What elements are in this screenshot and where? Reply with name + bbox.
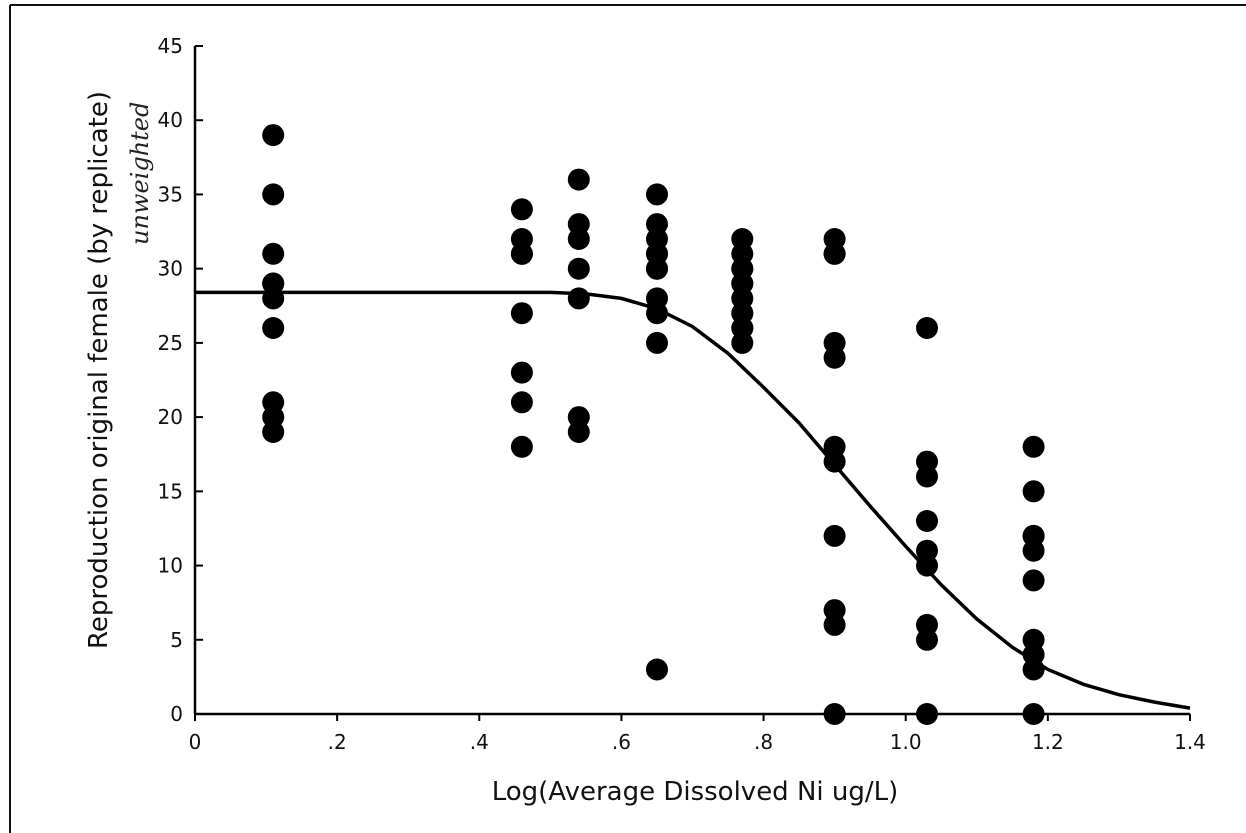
y-tick-label: 25 xyxy=(158,331,183,355)
y-tick-label: 5 xyxy=(170,628,183,652)
y-tick-label: 10 xyxy=(158,554,183,578)
data-point xyxy=(510,361,533,384)
y-tick-label: 20 xyxy=(158,405,183,429)
x-tick-label: 1.2 xyxy=(1032,730,1064,754)
y-tick-label: 35 xyxy=(158,182,183,206)
y-tick-label: 40 xyxy=(158,108,183,132)
data-point xyxy=(916,703,938,725)
data-point xyxy=(646,257,668,280)
data-point xyxy=(262,421,285,443)
data-point xyxy=(510,435,533,458)
data-point xyxy=(567,228,590,250)
data-point xyxy=(262,124,285,147)
y-tick-label: 15 xyxy=(158,479,183,503)
data-point xyxy=(823,450,846,473)
data-point xyxy=(916,554,938,577)
y-tick-label: 30 xyxy=(158,257,183,281)
data-point xyxy=(823,346,846,369)
x-tick-label: .4 xyxy=(470,730,489,754)
data-point xyxy=(646,183,668,206)
data-point xyxy=(731,257,754,280)
data-points xyxy=(262,124,1045,725)
data-point xyxy=(646,658,668,681)
data-point xyxy=(567,168,590,191)
data-point xyxy=(1022,435,1045,458)
x-tick-label: .2 xyxy=(328,730,347,754)
data-point xyxy=(1022,703,1045,725)
y-axis-ticks: 0 5 10 15 20 25 30 35 40 45 xyxy=(158,34,203,726)
x-tick-label: .8 xyxy=(754,730,773,754)
x-tick-label: 0 xyxy=(189,730,202,754)
data-point xyxy=(262,272,285,295)
data-point xyxy=(916,317,938,339)
data-point xyxy=(567,257,590,280)
data-point xyxy=(262,317,285,339)
data-point xyxy=(916,465,938,488)
data-point xyxy=(1022,569,1045,592)
data-point xyxy=(646,302,668,325)
data-point xyxy=(823,242,846,265)
y-axis-label: Reproduction original female (by replica… xyxy=(84,91,114,649)
data-point xyxy=(567,421,590,443)
data-point xyxy=(510,391,533,414)
data-point xyxy=(510,198,533,221)
data-point xyxy=(1022,658,1045,681)
data-point xyxy=(916,510,938,532)
y-tick-label: 0 xyxy=(170,702,183,726)
y-tick-label: 45 xyxy=(158,34,183,58)
x-axis-ticks: 0 .2 .4 .6 .8 1.0 1.2 1.4 xyxy=(189,714,1206,754)
data-point xyxy=(731,317,754,339)
handwritten-annotation: unweighted xyxy=(126,102,154,245)
data-point xyxy=(1022,480,1045,503)
data-point xyxy=(823,524,846,547)
data-point xyxy=(823,703,846,725)
x-axis-label: Log(Average Dissolved Ni ug/L) xyxy=(492,777,899,807)
data-point xyxy=(1022,524,1045,547)
data-point xyxy=(510,302,533,325)
data-point xyxy=(262,183,285,206)
x-tick-label: .6 xyxy=(612,730,631,754)
data-point xyxy=(262,242,285,265)
x-tick-label: 1.4 xyxy=(1174,730,1206,754)
data-point xyxy=(916,628,938,651)
data-point xyxy=(823,613,846,636)
data-point xyxy=(510,242,533,265)
data-point xyxy=(567,287,590,310)
fitted-curve xyxy=(195,290,1191,710)
data-point xyxy=(646,331,668,354)
x-tick-label: 1.0 xyxy=(890,730,922,754)
fit-curve-layer xyxy=(195,290,1191,710)
